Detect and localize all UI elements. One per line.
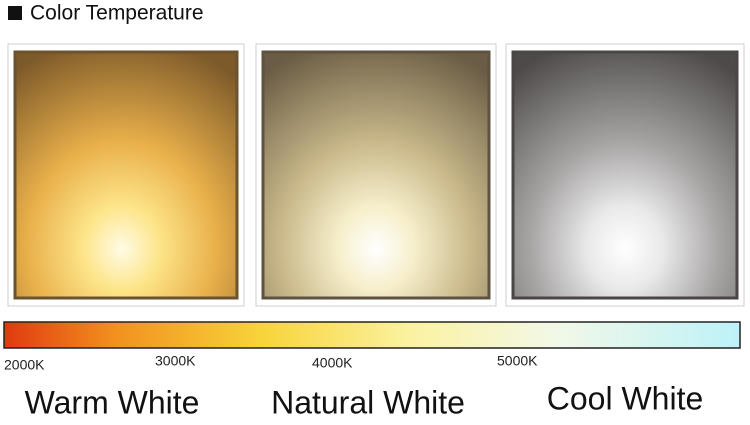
scale-label: 2000K: [4, 357, 45, 373]
scale-label: 3000K: [155, 353, 196, 369]
panel-image: [261, 50, 491, 300]
scale-label: 5000K: [497, 353, 538, 369]
panel-image: [511, 50, 739, 300]
panel-label: Cool White: [547, 380, 704, 416]
title: Color Temperature: [30, 2, 204, 25]
panel: [7, 43, 245, 307]
panel: [505, 43, 745, 307]
panel: [255, 43, 497, 307]
panel-label: Natural White: [271, 384, 465, 420]
temperature-bar: [3, 321, 741, 349]
scale-label: 4000K: [312, 355, 353, 371]
bullet: [8, 6, 22, 20]
panel-image: [13, 50, 239, 300]
panel-label: Warm White: [25, 384, 200, 420]
